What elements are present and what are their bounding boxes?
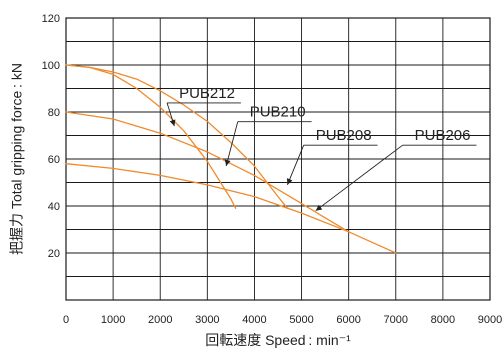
series-label-pub212: PUB212: [179, 85, 235, 102]
series-label-pub210: PUB210: [250, 104, 306, 121]
leader-arrowhead-pub206: [315, 204, 323, 211]
series-label-pub206: PUB206: [415, 127, 471, 144]
x-tick-label: 8000: [431, 314, 455, 326]
series-line-pub208: [65, 111, 350, 233]
leader-pointer-pub206: [315, 144, 403, 212]
series-labels: PUB212 PUB210 PUB208 PUB206: [179, 85, 470, 144]
x-tick-label: 4000: [242, 314, 266, 326]
series-line-pub210: [65, 64, 289, 209]
y-tick-label: 120: [42, 13, 60, 25]
y-tick-labels: 20 40 60 80 100 120: [42, 13, 60, 260]
x-tick-label: 0: [63, 314, 69, 326]
x-tick-label: 3000: [195, 314, 219, 326]
x-tick-labels: 0 1000 2000 3000 4000 5000 6000 7000 8000 9000: [63, 314, 502, 326]
x-tick-label: 5000: [289, 314, 313, 326]
y-tick-label: 80: [48, 107, 60, 119]
x-tick-label: 6000: [336, 314, 360, 326]
x-tick-label: 2000: [148, 314, 172, 326]
x-tick-label: 7000: [384, 314, 408, 326]
leader-pointer-pub210: [225, 121, 239, 167]
y-tick-label: 20: [48, 248, 60, 260]
plot-frame: [65, 17, 491, 301]
series-line-pub206: [65, 163, 397, 254]
series-line-pub212: [65, 64, 237, 209]
leader-arrowhead-pub210: [224, 159, 231, 167]
leader-arrowhead-pub208: [286, 178, 293, 185]
grid: [66, 18, 490, 300]
x-tick-label: 1000: [101, 314, 125, 326]
leader-pointer-pub208: [287, 145, 305, 186]
y-tick-label: 40: [48, 201, 60, 213]
y-axis-label: 把握力 Total gripping force : kN: [9, 63, 25, 255]
y-tick-label: 100: [42, 60, 60, 72]
series-label-pub208: PUB208: [316, 127, 372, 144]
leader-arrowhead-pub212: [169, 119, 176, 127]
series-curves: [65, 64, 397, 254]
y-tick-label: 60: [48, 154, 60, 166]
x-axis-label: 回転速度 Speed : min⁻¹: [205, 332, 351, 348]
x-tick-label: 9000: [478, 314, 502, 326]
series-leader-lines: [166, 102, 477, 212]
